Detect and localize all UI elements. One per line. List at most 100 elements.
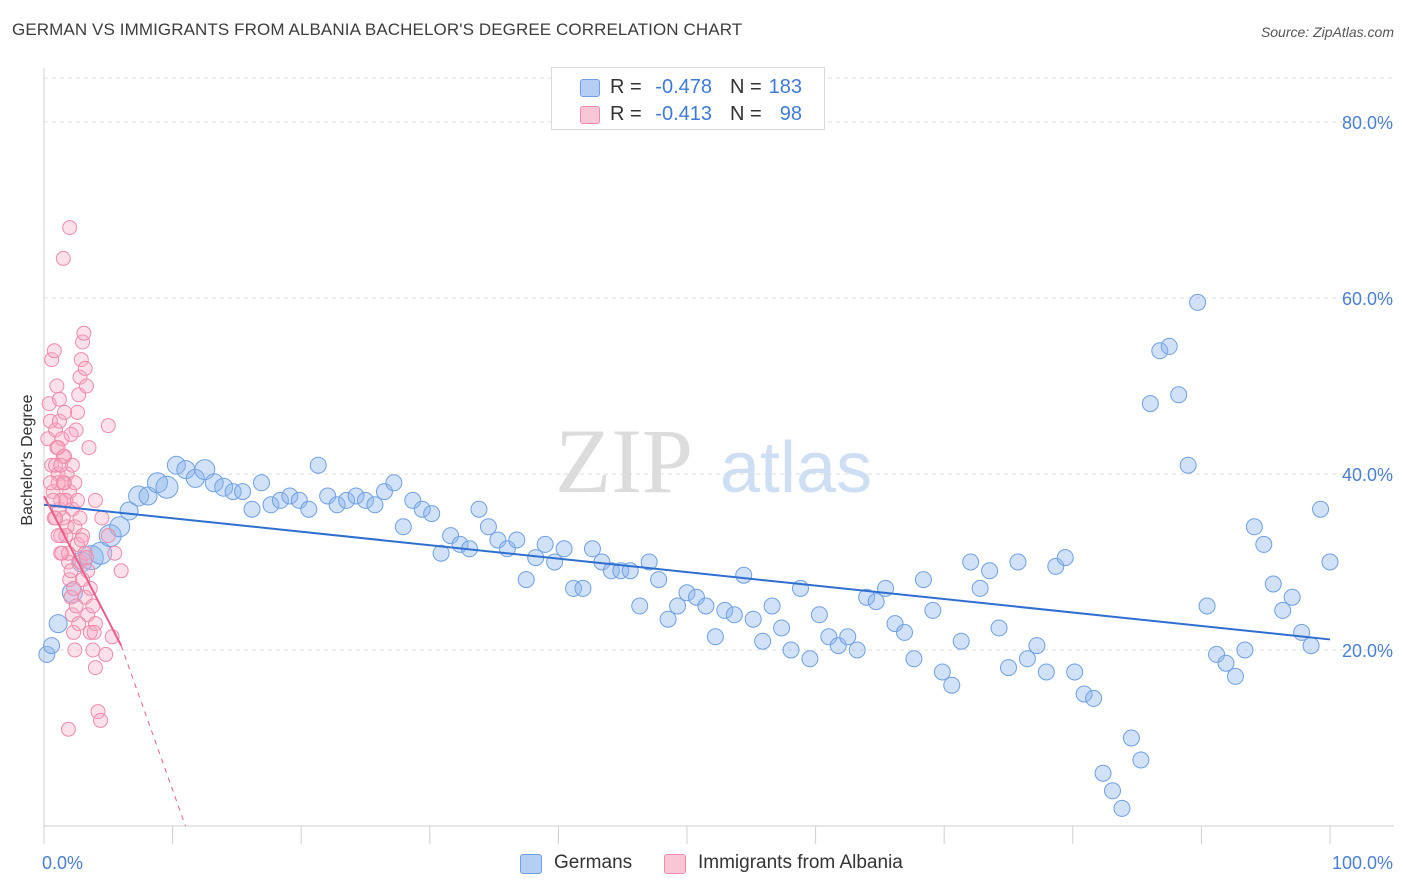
stats-legend: R = -0.478 N = 183 R = -0.413 N = 98 [551,67,825,130]
germans-point [924,601,942,619]
germans-point [470,500,488,518]
y-tick-label: 60.0% [1342,289,1393,309]
germans-point [38,645,56,663]
germans-point [1255,535,1273,553]
germans-point [763,597,781,615]
albania-point [55,475,71,491]
germans-point [271,491,289,509]
germans-point [820,628,838,646]
albania-point [68,598,84,614]
germans-point [1132,751,1150,769]
germans-point [155,475,179,499]
germans-point [366,496,384,514]
albania-point [100,418,116,434]
albania-point [86,624,102,640]
albania-point [67,475,83,491]
germans-point [574,579,592,597]
germans-point [252,474,270,492]
albania-point [57,404,73,420]
germans-point [338,491,356,509]
albania-point [55,250,71,266]
germans-point [744,610,762,628]
germans-point [1321,553,1339,571]
germans-point [990,619,1008,637]
germans-point [300,500,318,518]
albania-point [63,426,79,442]
germans-point [555,540,573,558]
germans-point [914,571,932,589]
germans-point [281,487,299,505]
albania-point [66,624,82,640]
germans-point [1198,597,1216,615]
source-label: Source: ZipAtlas.com [1260,24,1394,40]
albania-point [76,325,92,341]
germans-point [1170,386,1188,404]
germans-point [1104,782,1122,800]
albania-point [85,642,101,658]
germans-point [943,676,961,694]
x-tick-label: 100.0% [1332,853,1393,873]
series-legend: Germans Immigrants from Albania [0,852,1406,878]
germans-point [782,641,800,659]
germans-point [895,623,913,641]
albania-point [53,457,69,473]
albania-point [78,550,94,566]
germans-point [1047,557,1065,575]
germans-point [1226,667,1244,685]
germans-point [385,474,403,492]
germans-point [479,518,497,536]
y-tick-label: 20.0% [1342,641,1393,661]
germans-point [1028,637,1046,655]
albania-point [51,391,67,407]
germans-point [508,531,526,549]
germans-point [1179,456,1197,474]
germans-point [565,579,583,597]
germans-point [829,637,847,655]
albania-point [48,457,64,473]
germans-point [848,641,866,659]
germans-point [48,614,68,634]
albania-point [50,528,66,544]
x-tick-label: 0.0% [42,853,83,873]
albania-point [63,563,79,579]
albania-point [87,660,103,676]
germans-point [697,597,715,615]
albania-point [107,545,123,561]
albania-point [67,642,83,658]
albania-point [94,510,110,526]
germans-point [858,588,876,606]
germans-point [1037,663,1055,681]
germans-point [981,562,999,580]
albania-point [98,646,114,662]
albania-point [49,378,65,394]
germans-point [319,487,337,505]
albania-point [73,352,89,368]
watermark: ZIP atlas [555,410,872,512]
albania-legend-label: Immigrants from Albania [698,852,903,873]
germans-point [432,544,450,562]
legend-row-germans: R = -0.478 N = 183 [552,74,824,102]
germans-point [234,483,252,501]
germans-r-value: -0.478 [655,76,712,98]
albania-trend-line [43,495,123,647]
germans-point [224,483,242,501]
albania-point [77,360,93,376]
albania-legend-icon [664,854,686,874]
germans-point [1141,395,1159,413]
germans-point [546,553,564,571]
y-axis-title: Bachelor's Degree [19,394,36,525]
axes [43,68,1394,844]
albania-point [100,528,116,544]
germans-point [1208,645,1226,663]
germans-point [442,527,460,545]
germans-point [1009,553,1027,571]
germans-point [631,597,649,615]
albania-point [50,440,66,456]
germans-point [89,541,113,565]
albania-point [66,580,82,596]
germans-n-value: 183 [768,76,802,98]
germans-point [1000,659,1017,677]
germans-point [204,473,224,493]
germans-point [933,663,951,681]
